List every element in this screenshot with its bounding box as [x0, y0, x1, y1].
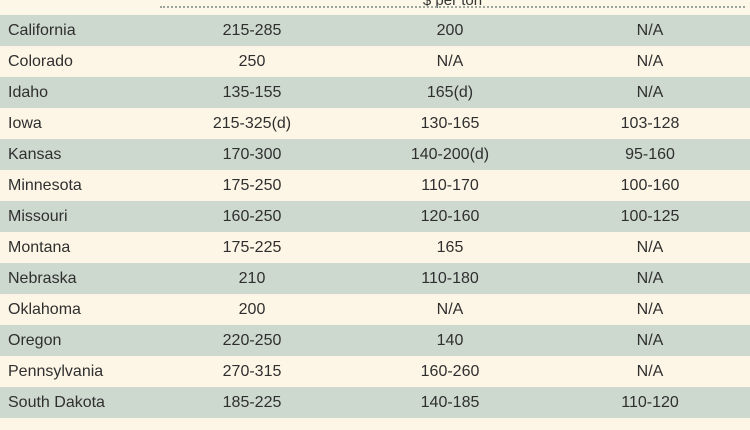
price-cell: 140-200(d)	[410, 146, 490, 163]
table-row: Kansas 170-300 140-200(d) 95-160	[0, 139, 750, 170]
price-cell: 215-325(d)	[212, 115, 292, 132]
table-row: Missouri 160-250 120-160 100-125	[0, 201, 750, 232]
unit-header: $ per ton	[422, 0, 483, 9]
table-row-cut	[0, 418, 750, 430]
price-cell: 95-160	[625, 146, 675, 163]
state-name: Oregon	[8, 332, 62, 349]
price-cell: 140-185	[420, 394, 480, 411]
price-cell: N/A	[636, 363, 664, 380]
state-name: Iowa	[8, 115, 42, 132]
table-row: Iowa 215-325(d) 130-165 103-128	[0, 108, 750, 139]
table-row: South Dakota 185-225 140-185 110-120	[0, 387, 750, 418]
price-cell: 170-300	[222, 146, 282, 163]
table-row: Nebraska 210 110-180 N/A	[0, 263, 750, 294]
price-cell: 100-125	[620, 208, 680, 225]
price-cell: 215-285	[222, 22, 282, 39]
table-row: Montana 175-225 165 N/A	[0, 232, 750, 263]
price-cell: N/A	[636, 239, 664, 256]
price-cell: 165(d)	[426, 84, 474, 101]
state-name: Missouri	[8, 208, 68, 225]
state-name: Oklahoma	[8, 301, 81, 318]
price-cell: 165	[436, 239, 464, 256]
price-cell: 175-225	[222, 239, 282, 256]
table-row: California 215-285 200 N/A	[0, 15, 750, 46]
price-cell: 175-250	[222, 177, 282, 194]
state-name: South Dakota	[8, 394, 105, 411]
price-cell: 110-120	[621, 394, 679, 411]
state-name: Minnesota	[8, 177, 82, 194]
price-cell: 110-170	[421, 177, 479, 194]
table-row: Minnesota 175-250 110-170 100-160	[0, 170, 750, 201]
state-name: Montana	[8, 239, 71, 256]
state-name: California	[8, 22, 76, 39]
price-cell: 120-160	[420, 208, 480, 225]
table-row: Pennsylvania 270-315 160-260 N/A	[0, 356, 750, 387]
price-cell: 100-160	[620, 177, 680, 194]
price-cell: 160-260	[420, 363, 480, 380]
price-cell: 210	[238, 270, 266, 287]
price-cell: N/A	[636, 332, 664, 349]
price-cell: N/A	[636, 22, 664, 39]
state-name: Nebraska	[8, 270, 77, 287]
price-cell: 220-250	[222, 332, 282, 349]
state-name: Kansas	[8, 146, 62, 163]
table-row: Colorado 250 N/A N/A	[0, 46, 750, 77]
price-cell: 200	[238, 301, 266, 318]
state-name: Idaho	[8, 84, 49, 101]
price-cell: N/A	[636, 301, 664, 318]
table-row: Oregon 220-250 140 N/A	[0, 325, 750, 356]
table-row: Oklahoma 200 N/A N/A	[0, 294, 750, 325]
price-cell: 130-165	[420, 115, 480, 132]
price-cell: N/A	[636, 270, 664, 287]
price-cell: 160-250	[222, 208, 282, 225]
price-cell: 140	[436, 332, 464, 349]
state-name: Pennsylvania	[8, 363, 104, 380]
price-cell: N/A	[436, 53, 464, 70]
price-cell: 200	[436, 22, 464, 39]
price-cell: N/A	[436, 301, 464, 318]
price-cell: 135-155	[222, 84, 282, 101]
price-cell: 250	[238, 53, 266, 70]
header-rule	[160, 6, 745, 8]
table: California 215-285 200 N/A Colorado 250 N/A N/A…	[0, 15, 750, 430]
table-row: Idaho 135-155 165(d) N/A	[0, 77, 750, 108]
price-cell: 103-128	[620, 115, 680, 132]
price-cell: 270-315	[222, 363, 282, 380]
price-cell: 110-180	[421, 270, 479, 287]
price-cell: N/A	[636, 53, 664, 70]
price-cell: N/A	[636, 84, 664, 101]
state-name: Colorado	[8, 53, 73, 70]
price-cell: 185-225	[222, 394, 282, 411]
